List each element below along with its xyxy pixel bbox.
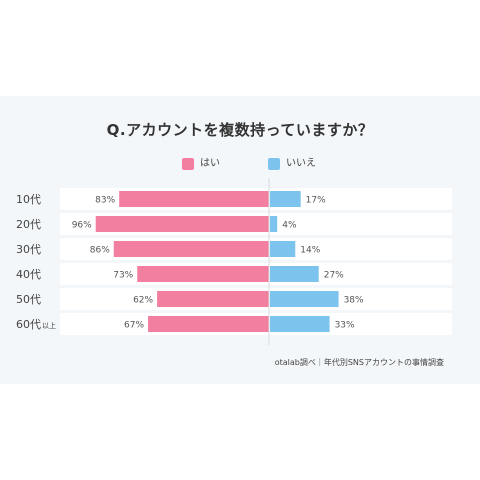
category-label: 40代 [16,268,41,281]
data-label-yes: 67% [124,321,144,331]
legend-swatch-yes [182,158,194,170]
category-label-main: 10代 [16,193,41,206]
category-label: 10代 [16,193,41,206]
category-label: 60代以上 [16,318,56,331]
data-label-no: 27% [324,271,344,281]
category-label-main: 20代 [16,218,41,231]
category-label-main: 50代 [16,293,41,306]
bar-no [270,191,301,207]
legend-swatch-no [268,158,280,170]
category-label-main: 40代 [16,268,41,281]
legend-item-no: いいえ [268,158,316,170]
data-label-yes: 62% [133,296,153,306]
data-label-no: 17% [306,196,326,206]
category-label: 50代 [16,293,41,306]
category-label-main: 60代 [16,318,41,331]
bar-yes [113,241,270,257]
category-label-suffix: 以上 [42,321,56,330]
bar-no [270,216,278,232]
bar-yes [157,291,269,307]
data-label-no: 38% [344,296,364,306]
legend-label-yes: はい [200,158,220,169]
data-label-yes: 96% [72,221,92,231]
bar-no [270,241,296,257]
chart-title: Q.アカウントを複数持っていますか？ [106,121,374,139]
data-label-yes: 83% [95,196,115,206]
data-label-no: 33% [335,321,355,331]
category-label: 20代 [16,218,41,231]
data-label-yes: 73% [113,271,133,281]
data-label-no: 14% [300,246,320,256]
legend-label-no: いいえ [286,158,316,169]
category-label: 30代 [16,243,41,256]
bar-yes [148,316,269,332]
bar-yes [95,216,269,232]
source-note: otalab調べ｜年代別SNSアカウントの事情調査 [274,358,444,367]
category-label-main: 30代 [16,243,41,256]
data-label-no: 4% [282,221,297,231]
bar-no [270,291,339,307]
data-label-yes: 86% [90,246,110,256]
bar-yes [137,266,269,282]
bar-yes [119,191,269,207]
legend: はい いいえ [0,158,480,172]
legend-item-yes: はい [182,158,220,170]
bar-no [270,266,319,282]
bar-no [270,316,330,332]
